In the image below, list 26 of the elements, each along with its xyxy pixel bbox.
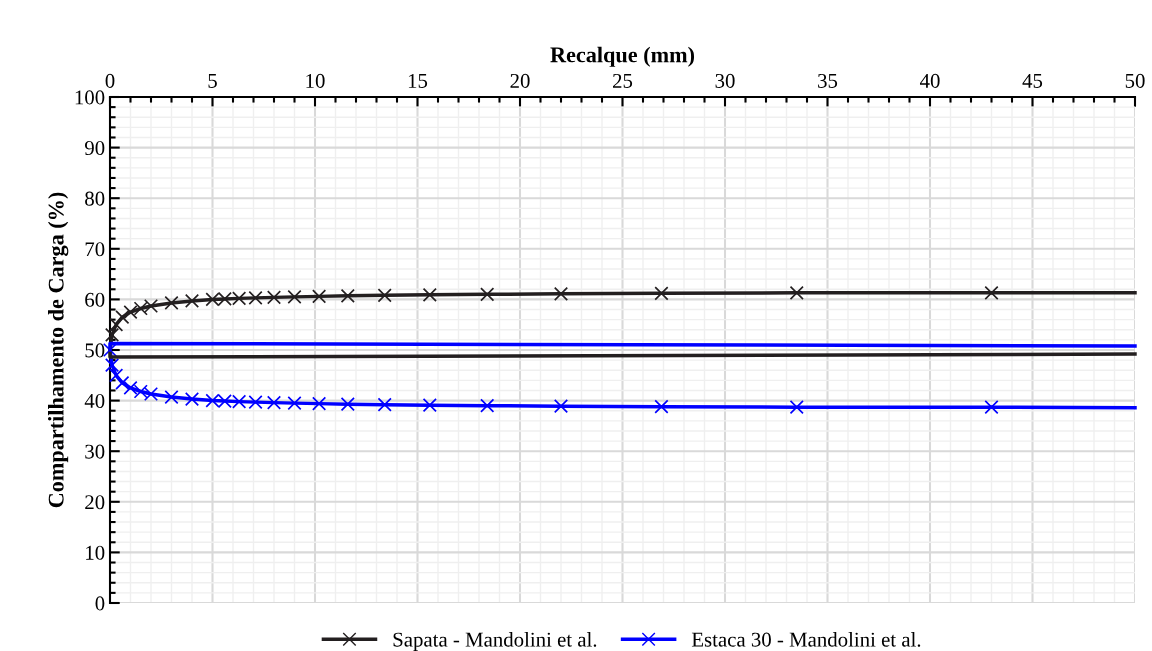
y-tick-label: 30	[85, 444, 105, 459]
y-tick-label: 70	[85, 242, 105, 257]
y-tick-label: 50	[85, 343, 105, 358]
x-axis-title: Recalque (mm)	[550, 46, 695, 67]
y-tick-label: 90	[84, 140, 105, 156]
y-tick-label: 10	[86, 545, 105, 560]
y-tick-label: 20	[85, 495, 105, 510]
x-tick-label: 30	[715, 73, 735, 88]
x-tick-label: 20	[510, 73, 530, 88]
x-tick-label: 10	[306, 73, 325, 88]
y-axis-title: Compartilhamento de Carga (%)	[48, 192, 69, 508]
legend-label: Sapata - Mandolini et al.	[393, 632, 597, 651]
x-tick-label: 5	[208, 74, 217, 88]
y-tick-label: 40	[84, 393, 105, 409]
x-tick-label: 35	[818, 73, 838, 88]
x-tick-label: 0	[105, 73, 115, 88]
y-tick-label: 60	[85, 292, 105, 307]
x-tick-label: 15	[408, 73, 428, 88]
y-tick-label: 100	[75, 90, 105, 105]
x-tick-label: 45	[1022, 73, 1043, 88]
x-tick-label: 50	[1125, 73, 1145, 88]
x-tick-label: 40	[919, 73, 940, 88]
y-tick-label: 0	[95, 596, 105, 611]
legend-label: Estaca 30 - Mandolini et al.	[691, 632, 921, 647]
y-tick-label: 80	[85, 191, 105, 206]
x-tick-label: 25	[613, 73, 633, 88]
